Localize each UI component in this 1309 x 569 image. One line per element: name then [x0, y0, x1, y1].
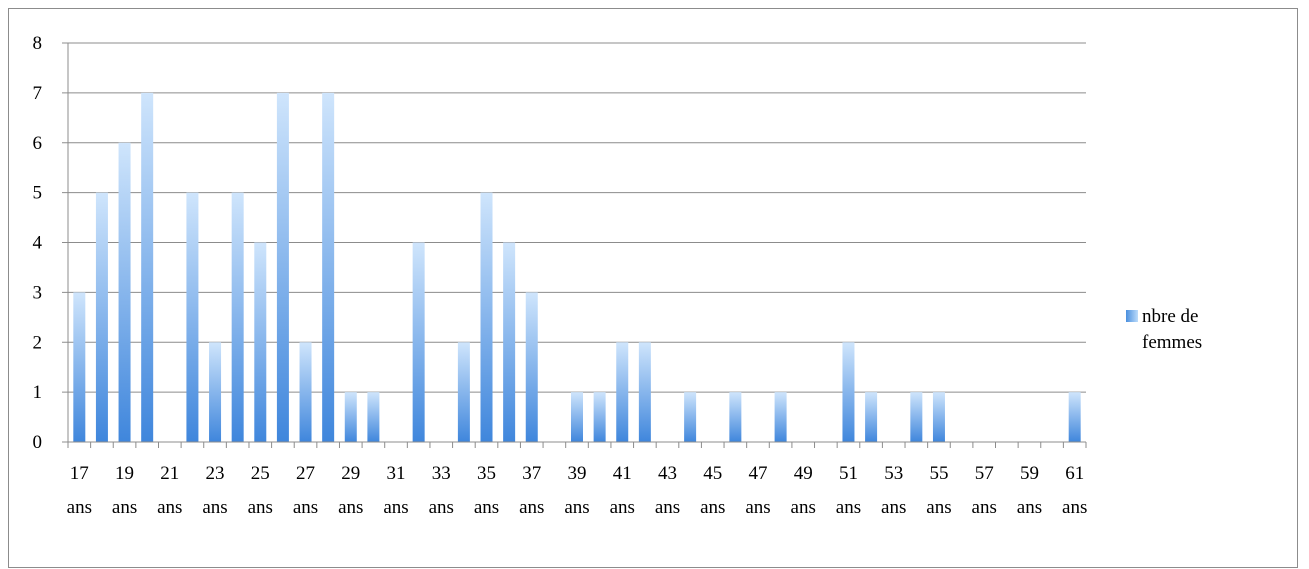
x-tick-label-unit: ans — [67, 497, 92, 518]
x-tick-label-unit: ans — [745, 497, 770, 518]
bar-chart: 01234567817ans19ans21ans23ans25ans27ans2… — [33, 33, 1088, 518]
x-tick-label-unit: ans — [519, 497, 544, 518]
grid-lines — [68, 42, 1086, 393]
x-tick-label-number: 23 — [206, 463, 225, 484]
y-tick-label: 6 — [33, 133, 43, 154]
y-tick-label: 0 — [33, 432, 43, 453]
bar — [638, 342, 651, 442]
bar — [865, 392, 878, 442]
bar — [571, 392, 583, 442]
x-tick-label-number: 55 — [929, 463, 948, 484]
x-tick-label-unit: ans — [564, 497, 589, 518]
x-tick-label-number: 53 — [884, 463, 903, 484]
bar — [186, 192, 199, 442]
tick-labels: 01234567817ans19ans21ans23ans25ans27ans2… — [33, 33, 1088, 518]
x-tick-label-number: 31 — [387, 463, 406, 484]
legend: nbre de femmes — [1126, 304, 1252, 356]
x-tick-label-unit: ans — [610, 497, 635, 518]
x-tick-label-number: 61 — [1065, 463, 1084, 484]
bar — [932, 392, 945, 442]
bar — [525, 292, 538, 442]
x-tick-label-number: 35 — [477, 463, 496, 484]
legend-label-line2: femmes — [1142, 332, 1203, 353]
bar — [367, 392, 380, 442]
x-tick-label-unit: ans — [248, 497, 273, 518]
bar — [457, 342, 470, 442]
x-tick-label-number: 41 — [613, 463, 632, 484]
x-tick-label-unit: ans — [836, 497, 861, 518]
bar — [842, 342, 855, 442]
y-tick-label: 4 — [33, 233, 43, 254]
bar — [684, 392, 697, 442]
x-tick-label-number: 45 — [703, 463, 722, 484]
x-tick-label-unit: ans — [157, 497, 182, 518]
x-tick-label-number: 21 — [160, 463, 179, 484]
legend-label-line1: nbre de — [1142, 306, 1199, 327]
bar — [276, 92, 289, 442]
legend-label: nbre de femmes — [1142, 304, 1252, 356]
bar — [95, 192, 108, 442]
x-tick-label-unit: ans — [202, 497, 227, 518]
bar — [616, 342, 629, 442]
x-tick-label-unit: ans — [293, 497, 318, 518]
y-tick-label: 3 — [33, 282, 43, 303]
x-tick-label-unit: ans — [881, 497, 906, 518]
bar — [231, 192, 244, 442]
bar — [729, 392, 742, 442]
x-tick-label-unit: ans — [926, 497, 951, 518]
bar — [1068, 392, 1081, 442]
x-tick-label-unit: ans — [972, 497, 997, 518]
x-tick-label-number: 27 — [296, 463, 315, 484]
x-tick-label-unit: ans — [383, 497, 408, 518]
axes — [62, 42, 1087, 448]
bar — [141, 92, 154, 442]
bar — [209, 342, 222, 442]
x-tick-label-unit: ans — [474, 497, 499, 518]
bar — [344, 392, 357, 442]
x-tick-label-number: 17 — [70, 463, 89, 484]
x-tick-label-number: 19 — [115, 463, 134, 484]
x-tick-label-number: 59 — [1020, 463, 1039, 484]
x-tick-label-number: 57 — [975, 463, 994, 484]
bars — [73, 92, 1081, 442]
x-tick-label-number: 39 — [568, 463, 587, 484]
bar — [503, 242, 516, 442]
y-tick-label: 7 — [33, 83, 43, 104]
bar — [910, 392, 923, 442]
x-tick-label-unit: ans — [655, 497, 680, 518]
y-tick-label: 8 — [33, 33, 43, 54]
bar — [322, 92, 335, 442]
x-tick-label-unit: ans — [1017, 497, 1042, 518]
y-tick-label: 5 — [33, 183, 43, 204]
x-tick-label-number: 29 — [341, 463, 360, 484]
x-tick-label-unit: ans — [791, 497, 816, 518]
x-tick-label-number: 43 — [658, 463, 677, 484]
chart-frame: 0 1 2 3 4 5 6 7 8 17 ans 19 ans 21 ans 23 ans 25 ans 27 ans 2… — [8, 8, 1298, 568]
x-tick-label-number: 47 — [748, 463, 767, 484]
x-tick-label-number: 25 — [251, 463, 270, 484]
x-tick-label-number: 37 — [522, 463, 541, 484]
x-tick-label-unit: ans — [700, 497, 725, 518]
y-tick-label: 2 — [33, 332, 43, 353]
bar — [412, 242, 425, 442]
bar — [593, 392, 606, 442]
x-tick-label-number: 33 — [432, 463, 451, 484]
x-tick-label-unit: ans — [112, 497, 137, 518]
bar — [118, 142, 131, 442]
bar — [299, 342, 312, 442]
bar — [480, 192, 493, 442]
x-tick-label-number: 51 — [839, 463, 858, 484]
bar — [73, 292, 86, 442]
y-tick-label: 1 — [33, 382, 43, 403]
x-tick-label-unit: ans — [338, 497, 363, 518]
bar — [254, 242, 267, 442]
x-tick-label-unit: ans — [429, 497, 454, 518]
bar — [774, 392, 787, 442]
legend-swatch — [1126, 310, 1138, 323]
x-tick-label-number: 49 — [794, 463, 813, 484]
x-tick-label-unit: ans — [1062, 497, 1087, 518]
